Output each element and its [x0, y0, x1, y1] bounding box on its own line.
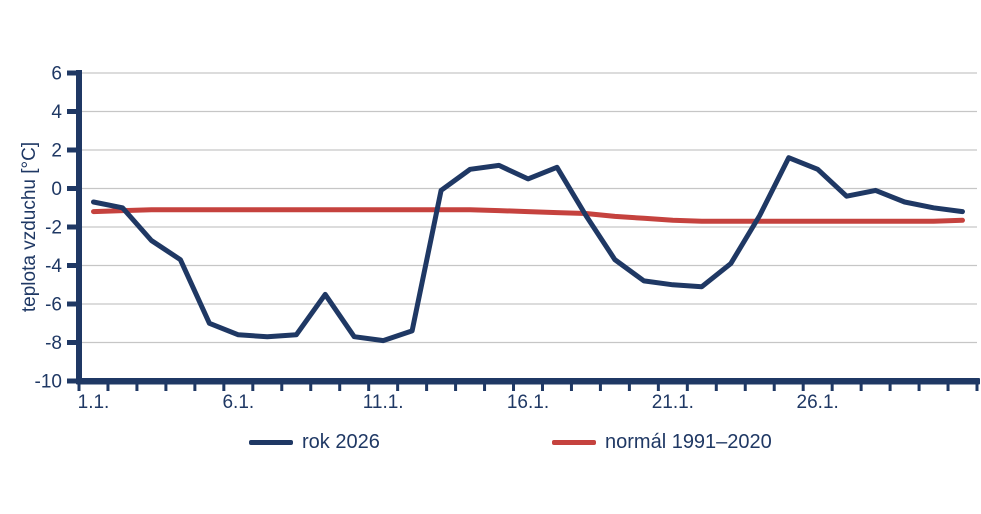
y-tick-label: -10 [35, 372, 62, 393]
x-tick-mark [280, 384, 284, 391]
y-tick-mark [67, 70, 76, 76]
legend-label-normal: normál 1991–2020 [605, 430, 772, 453]
x-tick-mark [77, 384, 81, 391]
x-tick-label: 21.1. [652, 392, 694, 413]
x-tick-mark [512, 384, 516, 391]
x-tick-mark [425, 384, 429, 391]
x-tick-mark [135, 384, 139, 391]
legend-label-rok-2026: rok 2026 [302, 430, 380, 453]
y-axis-title: teplota vzduchu [°C] [19, 141, 40, 313]
x-tick-mark [975, 384, 979, 391]
x-tick-mark [598, 384, 602, 391]
x-tick-mark [164, 384, 168, 391]
y-tick-label: -2 [45, 218, 62, 239]
x-tick-mark [714, 384, 718, 391]
y-tick-mark [67, 109, 76, 114]
x-tick-mark [627, 384, 631, 391]
x-tick-mark [743, 384, 747, 391]
x-tick-mark [772, 384, 776, 391]
x-tick-label: 26.1. [797, 392, 839, 413]
x-tick-mark [859, 384, 863, 391]
series-line-rok-2026 [91, 155, 965, 344]
x-tick-mark [483, 384, 487, 391]
legend-swatch-normal [552, 439, 596, 445]
x-tick-mark [656, 384, 660, 391]
x-axis-line [76, 378, 980, 385]
y-tick-mark [67, 263, 76, 268]
x-tick-label: 6.1. [222, 392, 254, 413]
series-line-normál-1991–2020 [91, 207, 965, 224]
x-tick-mark [222, 384, 226, 391]
x-tick-mark [685, 384, 689, 391]
y-tick-label: -6 [45, 295, 62, 316]
y-tick-mark [67, 186, 76, 191]
x-tick-mark [830, 384, 834, 391]
legend-item-rok-2026: rok 2026 [249, 431, 380, 453]
y-tick-mark [67, 378, 76, 384]
x-tick-mark [251, 384, 255, 391]
x-tick-mark [193, 384, 197, 391]
x-tick-label: 1.1. [78, 392, 110, 413]
x-tick-mark [917, 384, 921, 391]
y-axis-line [76, 70, 82, 384]
x-tick-mark [946, 384, 950, 391]
y-tick-label: -8 [45, 333, 62, 354]
legend-item-normal: normál 1991–2020 [552, 431, 772, 453]
y-tick-mark [67, 147, 76, 153]
x-tick-mark [396, 384, 400, 391]
y-tick-label: 2 [51, 141, 62, 162]
x-tick-mark [540, 384, 544, 391]
legend-swatch-rok-2026 [249, 439, 293, 445]
x-tick-mark [106, 384, 110, 391]
x-tick-mark [888, 384, 892, 391]
y-tick-label: 0 [51, 179, 62, 200]
x-tick-mark [309, 384, 313, 391]
y-tick-label: 6 [51, 64, 62, 85]
x-tick-label: 16.1. [507, 392, 549, 413]
x-tick-mark [569, 384, 573, 391]
y-tick-mark [67, 340, 76, 345]
y-tick-mark [67, 301, 76, 307]
x-tick-mark [338, 384, 342, 391]
x-tick-mark [801, 384, 805, 391]
x-tick-mark [367, 384, 371, 391]
y-tick-label: 4 [51, 102, 62, 123]
x-tick-mark [454, 384, 458, 391]
y-tick-label: -4 [45, 256, 62, 277]
x-tick-label: 11.1. [363, 392, 404, 413]
y-tick-mark [67, 224, 76, 230]
